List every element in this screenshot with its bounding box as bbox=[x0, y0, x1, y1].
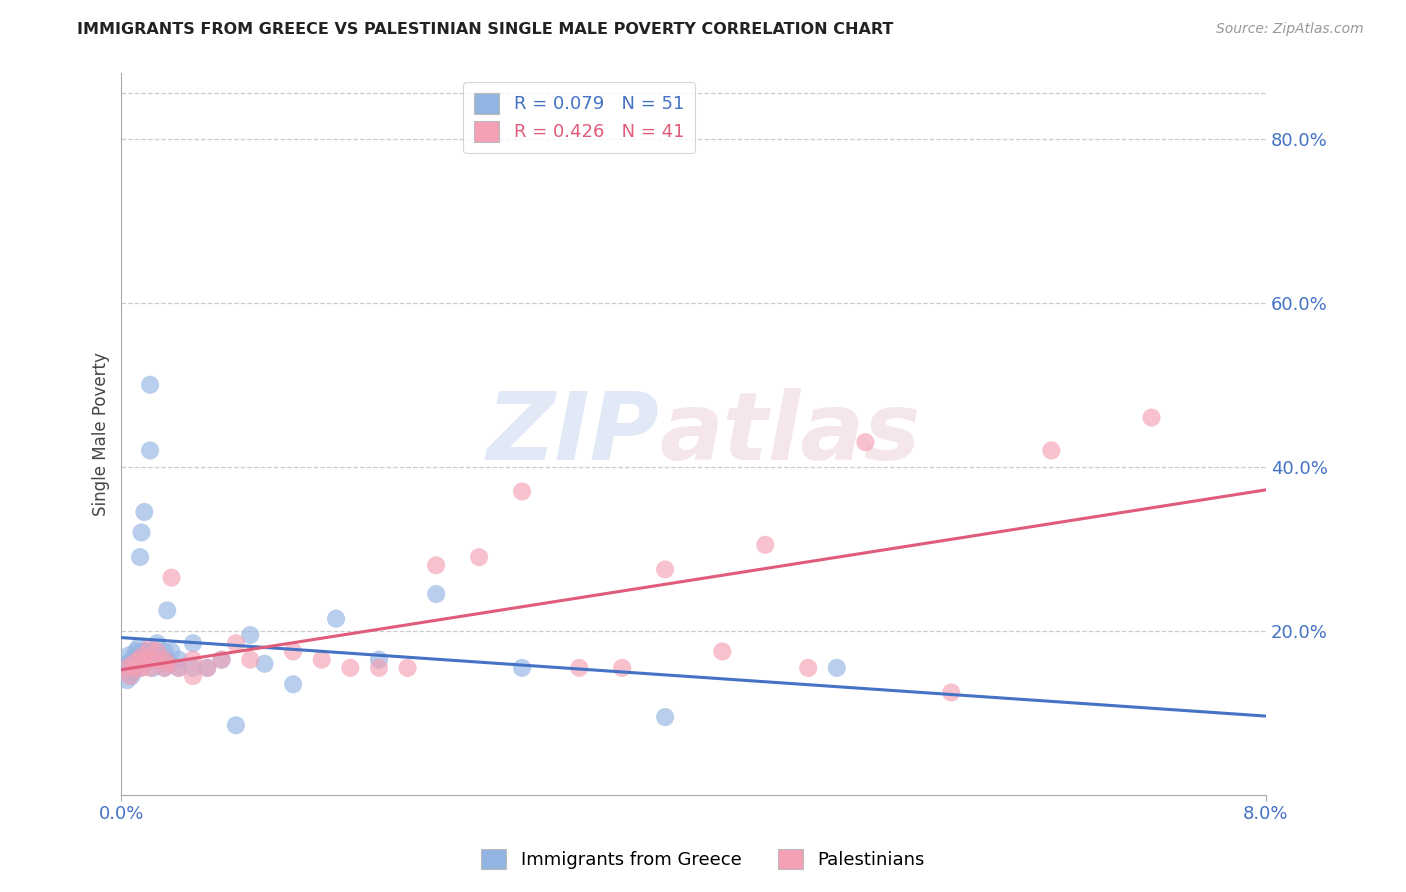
Point bbox=[510, 484, 533, 499]
Point bbox=[167, 661, 190, 675]
Point bbox=[568, 661, 591, 675]
Point bbox=[128, 640, 150, 655]
Point bbox=[156, 603, 179, 617]
Point bbox=[325, 612, 347, 626]
Point bbox=[135, 644, 157, 658]
Point bbox=[146, 644, 169, 658]
Point bbox=[153, 661, 176, 675]
Point bbox=[132, 644, 155, 658]
Point bbox=[195, 661, 218, 675]
Point bbox=[128, 653, 150, 667]
Point bbox=[115, 673, 138, 688]
Point bbox=[211, 653, 233, 667]
Point bbox=[754, 538, 776, 552]
Point bbox=[122, 657, 145, 671]
Point bbox=[139, 640, 162, 655]
Text: Source: ZipAtlas.com: Source: ZipAtlas.com bbox=[1216, 22, 1364, 37]
Point bbox=[124, 657, 146, 671]
Point bbox=[120, 653, 142, 667]
Point bbox=[129, 550, 152, 565]
Point bbox=[797, 661, 820, 675]
Point bbox=[127, 657, 149, 671]
Point bbox=[825, 661, 848, 675]
Point bbox=[136, 653, 159, 667]
Point bbox=[118, 669, 141, 683]
Point bbox=[167, 653, 190, 667]
Point bbox=[142, 653, 165, 667]
Point bbox=[855, 435, 877, 450]
Point bbox=[125, 644, 148, 658]
Point bbox=[118, 661, 141, 675]
Point bbox=[181, 653, 204, 667]
Point bbox=[146, 636, 169, 650]
Point bbox=[122, 665, 145, 679]
Point bbox=[225, 636, 247, 650]
Point bbox=[181, 636, 204, 650]
Point bbox=[160, 571, 183, 585]
Point bbox=[1040, 443, 1063, 458]
Point bbox=[132, 648, 155, 663]
Point bbox=[281, 644, 304, 658]
Point bbox=[131, 525, 153, 540]
Point bbox=[425, 587, 447, 601]
Point bbox=[125, 661, 148, 675]
Point bbox=[117, 648, 139, 663]
Point bbox=[145, 653, 167, 667]
Point bbox=[181, 669, 204, 683]
Point bbox=[368, 653, 391, 667]
Point bbox=[135, 653, 157, 667]
Point bbox=[160, 644, 183, 658]
Text: atlas: atlas bbox=[659, 388, 921, 480]
Point bbox=[114, 661, 136, 675]
Point bbox=[396, 661, 419, 675]
Point bbox=[311, 653, 333, 667]
Point bbox=[239, 628, 262, 642]
Point bbox=[253, 657, 276, 671]
Point bbox=[181, 661, 204, 675]
Point bbox=[225, 718, 247, 732]
Point bbox=[239, 653, 262, 667]
Point bbox=[153, 644, 176, 658]
Point bbox=[195, 661, 218, 675]
Point bbox=[468, 550, 491, 565]
Point bbox=[654, 562, 676, 576]
Point bbox=[281, 677, 304, 691]
Point bbox=[711, 644, 734, 658]
Point bbox=[941, 685, 963, 699]
Point bbox=[132, 653, 155, 667]
Point bbox=[1140, 410, 1163, 425]
Point bbox=[167, 661, 190, 675]
Point bbox=[115, 661, 138, 675]
Point bbox=[654, 710, 676, 724]
Legend: Immigrants from Greece, Palestinians: Immigrants from Greece, Palestinians bbox=[472, 839, 934, 879]
Point bbox=[368, 661, 391, 675]
Point bbox=[117, 657, 139, 671]
Point bbox=[141, 653, 163, 667]
Point bbox=[153, 661, 176, 675]
Point bbox=[139, 443, 162, 458]
Point bbox=[155, 653, 177, 667]
Legend: R = 0.079   N = 51, R = 0.426   N = 41: R = 0.079 N = 51, R = 0.426 N = 41 bbox=[464, 82, 695, 153]
Point bbox=[153, 653, 176, 667]
Point bbox=[157, 657, 180, 671]
Point bbox=[139, 377, 162, 392]
Point bbox=[128, 653, 150, 667]
Point bbox=[211, 653, 233, 667]
Point bbox=[120, 669, 142, 683]
Point bbox=[156, 657, 179, 671]
Point bbox=[125, 661, 148, 675]
Point bbox=[142, 661, 165, 675]
Text: ZIP: ZIP bbox=[486, 388, 659, 480]
Point bbox=[131, 661, 153, 675]
Point bbox=[425, 558, 447, 573]
Y-axis label: Single Male Poverty: Single Male Poverty bbox=[93, 352, 110, 516]
Point bbox=[134, 505, 156, 519]
Point bbox=[339, 661, 361, 675]
Point bbox=[143, 644, 166, 658]
Point bbox=[510, 661, 533, 675]
Text: IMMIGRANTS FROM GREECE VS PALESTINIAN SINGLE MALE POVERTY CORRELATION CHART: IMMIGRANTS FROM GREECE VS PALESTINIAN SI… bbox=[77, 22, 894, 37]
Point bbox=[139, 661, 162, 675]
Point bbox=[129, 661, 152, 675]
Point bbox=[612, 661, 634, 675]
